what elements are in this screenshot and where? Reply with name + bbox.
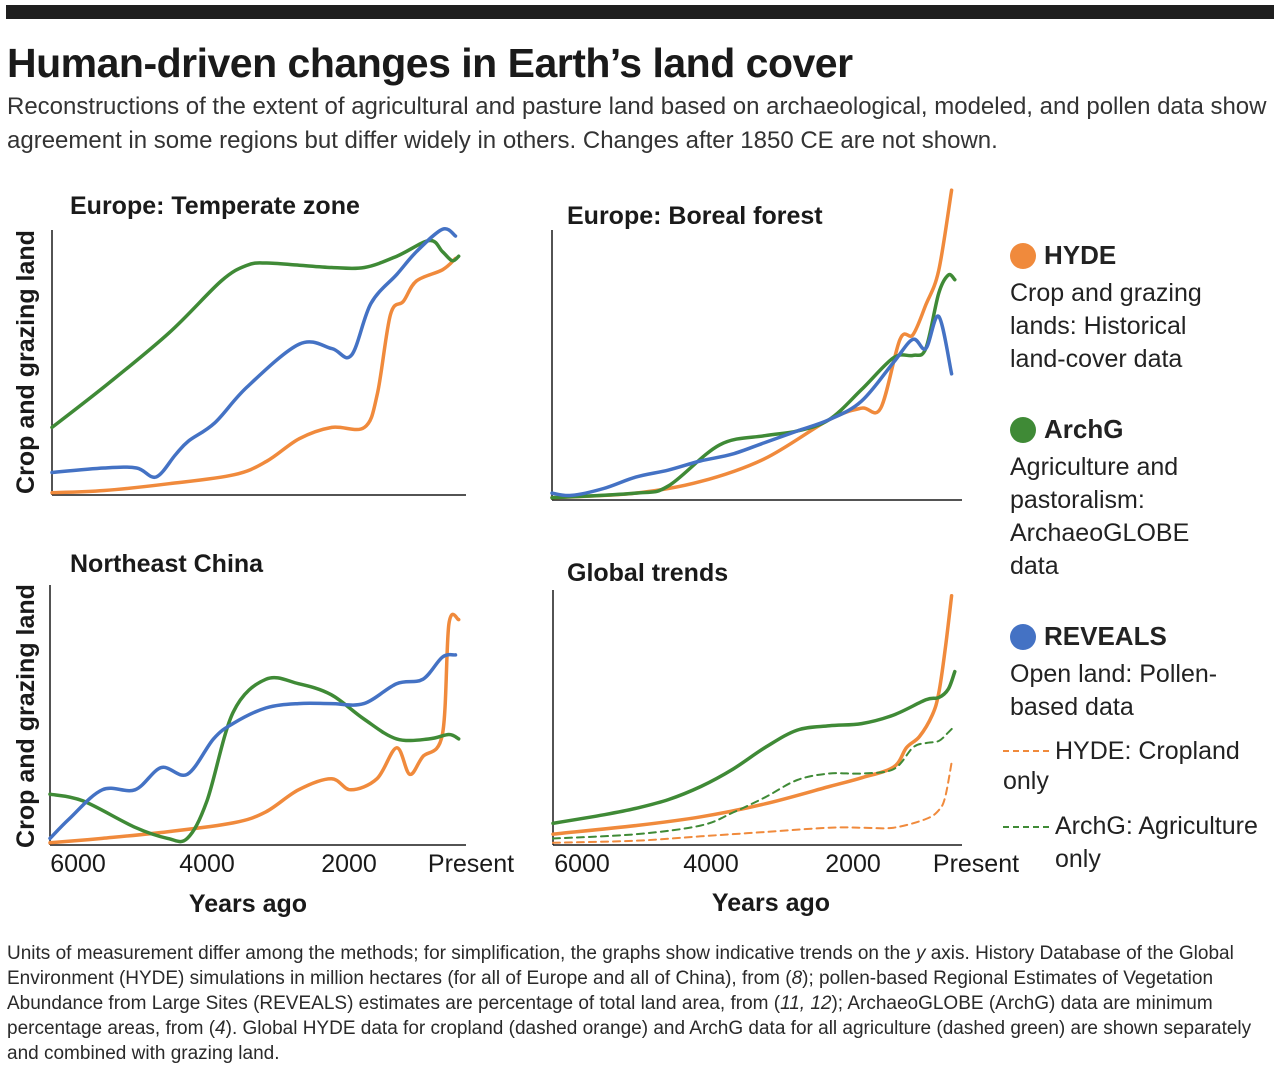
- legend-archg-ag-label: ArchG: Agriculture only: [1055, 811, 1258, 873]
- archg-dot-icon: [1010, 416, 1036, 443]
- series-line-reveals-europe-temperate-zone: [50, 226, 458, 480]
- series-line-hyde-europe-temperate-zone: [50, 256, 458, 495]
- x-axis-label-global-trends: Years ago: [712, 889, 830, 917]
- footnote-part5: ). Global HYDE data for cropland (dashed…: [7, 1018, 1252, 1064]
- x-tick-label-present-northeast-china: Present: [428, 850, 514, 878]
- x-tick-label-6000-northeast-china: 6000: [50, 850, 106, 878]
- chart-title-northeast-china: Northeast China: [70, 550, 264, 578]
- x-axis-label-northeast-china: Years ago: [189, 890, 307, 918]
- series-line-reveals-europe-boreal-forest: [550, 314, 954, 498]
- x-tick-label-4000-global-trends: 4000: [683, 850, 739, 878]
- footnote-part2: axis. History Database of the Global Env…: [7, 943, 1234, 989]
- page-subtitle: Reconstructions of the extent of agricul…: [7, 93, 1267, 154]
- footnote-part3: ); pollen-based Regional Estimates of Ve…: [7, 968, 1214, 1014]
- series-line-archg-northeast-china: [48, 675, 461, 844]
- legend-reveals: REVEALS Open land: Pollen-based data: [1010, 621, 1240, 724]
- series-line-archg-global-trends: [551, 669, 957, 826]
- series-line-reveals-northeast-china: [48, 652, 458, 841]
- legend: HYDE Crop and grazing lands: Historical …: [1010, 240, 1240, 724]
- top-rule: [6, 5, 1274, 19]
- legend-hyde-crop-label: HYDE: Cropland only: [1003, 736, 1240, 795]
- x-tick-label-2000-northeast-china: 2000: [321, 850, 377, 878]
- x-tick-label-2000-global-trends: 2000: [825, 850, 881, 878]
- reveals-dot-icon: [1010, 623, 1036, 650]
- archg-dashed-line-icon: [1003, 825, 1049, 828]
- legend-hyde: HYDE Crop and grazing lands: Historical …: [1010, 240, 1240, 376]
- series-line-hyde-europe-boreal-forest: [550, 188, 954, 500]
- hyde-dashed-line-icon: [1003, 750, 1049, 753]
- series-line-hyde-global-trends: [551, 593, 954, 836]
- legend-archg-ag: ArchG: Agriculture only: [1003, 810, 1280, 876]
- y-axis-label-europe-temperate-zone: Crop and grazing land: [12, 230, 40, 494]
- legend-dashed: HYDE: Cropland only ArchG: Agriculture o…: [1003, 736, 1280, 876]
- page-title: Human-driven changes in Earth’s land cov…: [7, 40, 853, 86]
- legend-archg-name: ArchG: [1044, 414, 1124, 444]
- series-line-hyde-northeast-china: [48, 612, 461, 845]
- x-tick-label-6000-global-trends: 6000: [554, 850, 610, 878]
- y-axis-label-northeast-china: Crop and grazing land: [12, 584, 40, 848]
- legend-archg-desc: Agriculture and pastoralism: ArchaeoGLOB…: [1010, 453, 1190, 580]
- footnote-ref4: 4: [215, 1018, 226, 1039]
- x-tick-label-4000-northeast-china: 4000: [179, 850, 235, 878]
- chart-title-global-trends: Global trends: [567, 559, 728, 587]
- legend-hyde-crop: HYDE: Cropland only: [1003, 736, 1280, 796]
- footnote-part4: ); ArchaeoGLOBE (ArchG) data are minimum…: [7, 993, 1213, 1039]
- series-line-hyde-cropland-only-global-trends: [552, 761, 953, 844]
- series-line-archg-europe-boreal-forest: [550, 272, 957, 500]
- series-line-archg-europe-temperate-zone: [50, 238, 461, 430]
- footnote-yaxis: y: [915, 943, 926, 964]
- legend-reveals-desc: Open land: Pollen-based data: [1010, 660, 1218, 721]
- legend-archg: ArchG Agriculture and pastoralism: Archa…: [1010, 414, 1240, 583]
- hyde-dot-icon: [1010, 242, 1036, 269]
- legend-reveals-name: REVEALS: [1044, 621, 1167, 651]
- legend-hyde-name: HYDE: [1044, 240, 1117, 270]
- footnote-ref8: 8: [791, 968, 803, 989]
- footnote-part1: Units of measurement differ among the me…: [7, 943, 916, 964]
- chart-title-europe-temperate-zone: Europe: Temperate zone: [70, 192, 360, 220]
- footnote-ref1112: 11, 12: [780, 993, 832, 1014]
- footnote: Units of measurement differ among the me…: [7, 941, 1272, 1066]
- chart-title-europe-boreal-forest: Europe: Boreal forest: [567, 202, 823, 230]
- legend-hyde-desc: Crop and grazing lands: Historical land-…: [1010, 279, 1202, 373]
- series-line-archg-agriculture-only-global-trends: [552, 724, 956, 840]
- x-tick-label-present-global-trends: Present: [933, 850, 1019, 878]
